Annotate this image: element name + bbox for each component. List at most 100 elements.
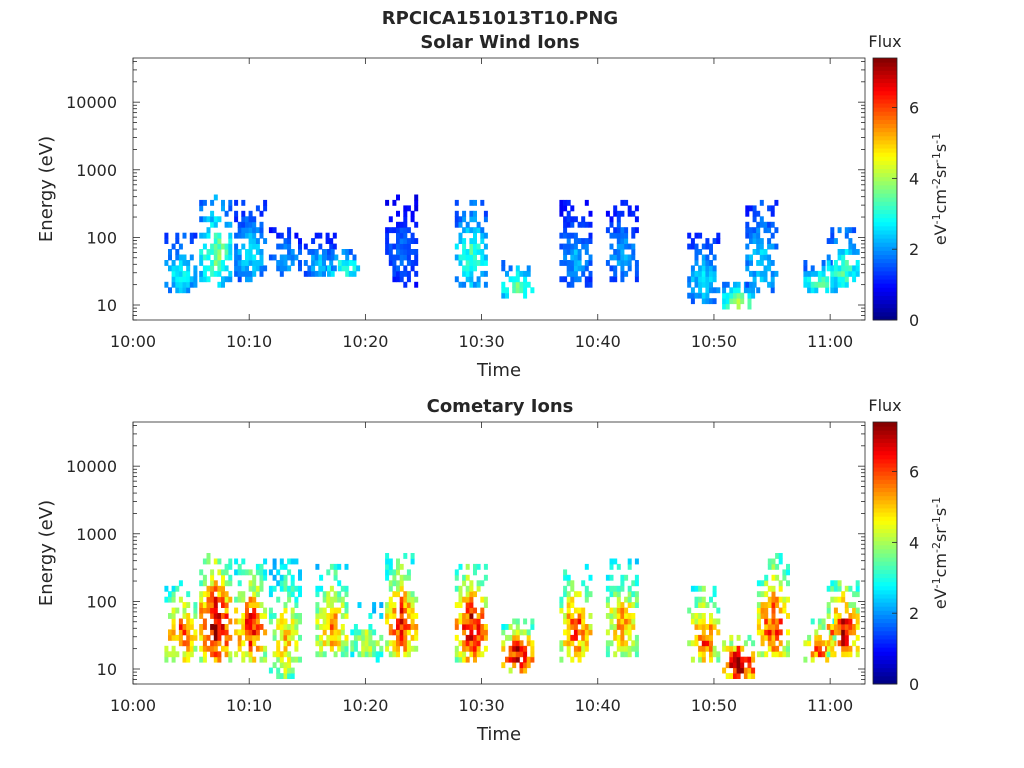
flux-cell xyxy=(581,645,586,652)
flux-cell xyxy=(759,276,764,283)
colorbar-segment xyxy=(873,593,897,599)
flux-cell xyxy=(294,618,299,625)
flux-cell xyxy=(690,640,695,647)
flux-cell xyxy=(263,607,268,614)
flux-cell xyxy=(767,634,772,641)
flux-cell xyxy=(701,298,706,305)
flux-cell xyxy=(705,640,710,647)
flux-cell xyxy=(725,298,730,305)
flux-cell xyxy=(217,585,222,592)
flux-cell xyxy=(168,591,172,598)
flux-cell xyxy=(210,270,215,277)
flux-cell xyxy=(848,618,853,625)
flux-cell xyxy=(345,260,350,266)
flux-cell xyxy=(178,640,183,647)
flux-cell xyxy=(217,270,222,277)
flux-cell xyxy=(573,232,578,239)
flux-cell xyxy=(570,580,575,587)
flux-cell xyxy=(581,580,586,587)
flux-cell xyxy=(458,591,463,598)
flux-cell xyxy=(276,656,281,663)
flux-cell xyxy=(234,265,239,272)
flux-cell xyxy=(763,276,768,283)
flux-cell xyxy=(344,585,349,592)
flux-cell xyxy=(314,254,319,261)
colorbar-tick-label: 4 xyxy=(909,169,919,188)
flux-cell xyxy=(584,199,589,206)
flux-cell xyxy=(764,580,769,587)
flux-cell xyxy=(613,585,618,592)
flux-cell xyxy=(749,281,753,288)
flux-cell xyxy=(515,276,520,283)
flux-cell xyxy=(634,558,639,565)
flux-cell xyxy=(268,254,273,261)
flux-cell xyxy=(322,249,326,255)
flux-cell xyxy=(182,602,187,608)
flux-cell xyxy=(237,265,242,272)
flux-cell xyxy=(224,265,229,272)
flux-cell xyxy=(764,624,769,630)
flux-cell xyxy=(213,613,218,619)
flux-cell xyxy=(690,618,695,625)
flux-cell xyxy=(848,243,853,250)
flux-cell xyxy=(396,569,400,576)
colorbar-tick-label: 6 xyxy=(909,99,919,118)
flux-cell xyxy=(573,260,578,266)
flux-cell xyxy=(290,613,295,619)
flux-cell xyxy=(465,585,470,592)
flux-cell xyxy=(259,645,264,652)
flux-cell xyxy=(462,640,467,647)
flux-cell xyxy=(749,227,753,234)
flux-cell xyxy=(807,287,812,294)
flux-cell xyxy=(396,270,400,277)
flux-cell xyxy=(515,645,520,652)
flux-cell xyxy=(480,651,485,658)
flux-cell xyxy=(833,607,838,614)
flux-cell xyxy=(379,651,384,658)
colorbar-segment xyxy=(873,630,897,636)
flux-cell xyxy=(175,276,180,283)
flux-cell xyxy=(252,216,257,223)
flux-cell xyxy=(577,249,582,255)
flux-cell xyxy=(775,651,780,658)
flux-cell xyxy=(357,629,362,636)
flux-cell xyxy=(414,254,419,261)
flux-cell xyxy=(749,254,753,261)
flux-cell xyxy=(248,243,253,250)
flux-cell xyxy=(694,640,699,647)
flux-cell xyxy=(314,270,319,277)
flux-cell xyxy=(171,596,176,603)
flux-cell xyxy=(573,216,578,223)
flux-cell xyxy=(807,270,812,277)
flux-cell xyxy=(771,591,776,598)
flux-cell xyxy=(570,270,575,277)
flux-cell xyxy=(833,281,838,288)
flux-cell xyxy=(701,656,706,663)
flux-cell xyxy=(315,613,320,619)
flux-cell xyxy=(259,270,264,277)
flux-cell xyxy=(573,651,578,658)
flux-cell xyxy=(519,651,524,658)
flux-cell xyxy=(698,265,703,272)
flux-cell xyxy=(573,238,578,244)
flux-cell xyxy=(279,243,284,250)
flux-cell xyxy=(353,645,358,652)
flux-cell xyxy=(221,596,225,603)
flux-cell xyxy=(279,662,284,669)
flux-cell xyxy=(217,634,222,641)
flux-cell xyxy=(705,238,710,244)
flux-cell xyxy=(852,270,857,277)
units-part-sr: sr xyxy=(931,163,950,178)
flux-cell xyxy=(414,260,419,266)
flux-cell xyxy=(559,210,564,217)
flux-cell xyxy=(199,607,204,614)
flux-cell xyxy=(775,574,780,581)
flux-cell xyxy=(526,640,531,647)
flux-cell xyxy=(287,232,292,239)
flux-cell xyxy=(848,613,853,619)
flux-cell xyxy=(473,640,477,647)
flux-cell xyxy=(841,651,846,658)
flux-cell xyxy=(803,640,808,647)
flux-cell xyxy=(624,613,629,619)
flux-cell xyxy=(526,629,531,636)
